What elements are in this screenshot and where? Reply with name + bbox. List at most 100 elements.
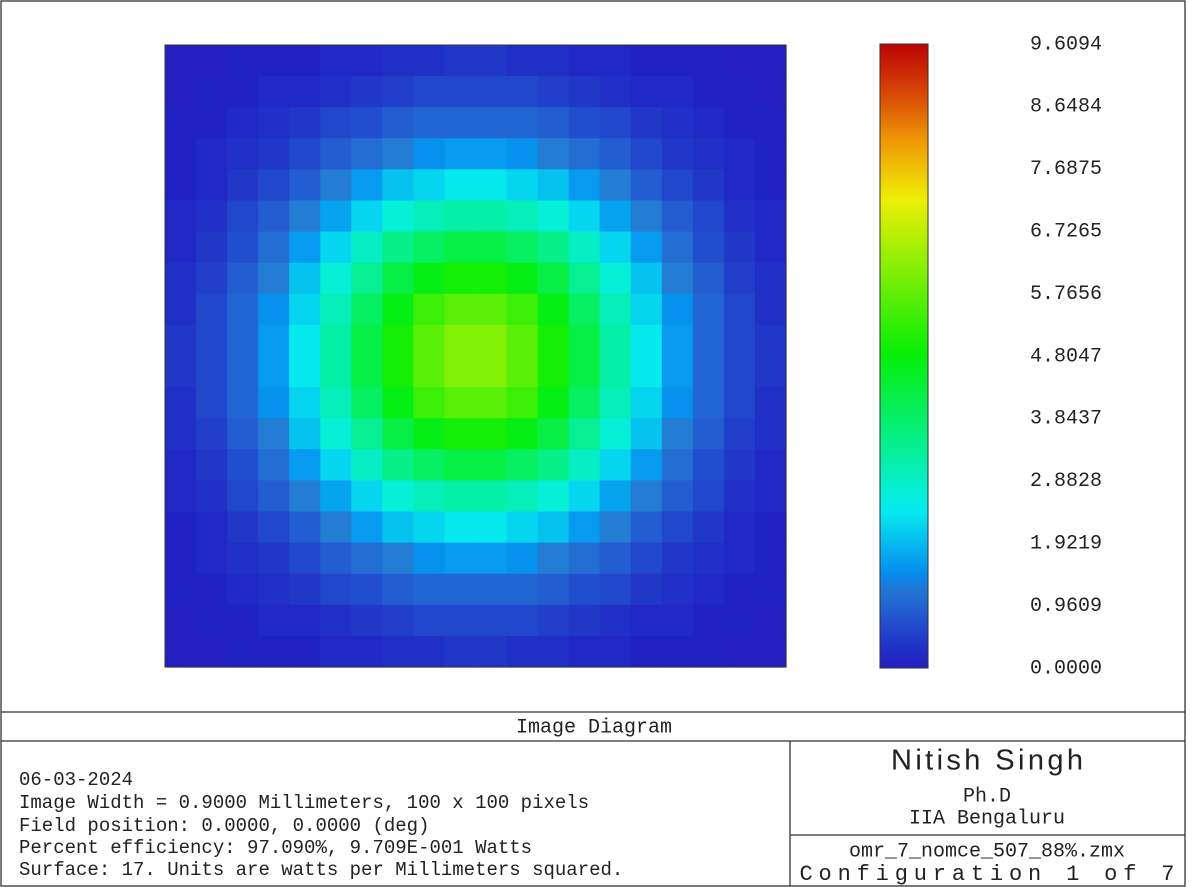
heat-cell [661, 511, 694, 544]
heat-cell [630, 76, 663, 108]
heat-cell [227, 231, 259, 264]
heat-cell [475, 45, 508, 77]
heat-cell [165, 387, 197, 419]
heat-cell [196, 76, 228, 108]
heat-cell [754, 262, 787, 295]
heat-cell [475, 387, 508, 419]
heat-cell [289, 542, 321, 575]
heat-cell [320, 387, 352, 419]
heat-cell [630, 138, 663, 170]
heat-cell [382, 387, 414, 419]
colorbar-tick-label: 7.6875 [1030, 158, 1102, 181]
heat-cell [754, 542, 787, 575]
heat-cell [630, 542, 663, 575]
heat-cell [568, 138, 601, 170]
heat-cell [723, 635, 756, 668]
heat-cell [444, 573, 477, 606]
heat-cell [165, 449, 197, 481]
institute: IIA Bengaluru [909, 807, 1065, 830]
heat-cell [320, 480, 352, 513]
heat-cell [568, 169, 601, 202]
author: Nitish Singh [891, 745, 1083, 777]
heat-cell [165, 262, 197, 295]
heat-cell [258, 107, 290, 139]
heat-cell [289, 356, 321, 388]
heat-cell [382, 200, 414, 233]
heat-cell [537, 604, 570, 637]
heat-cell [537, 356, 570, 388]
heat-cell [661, 418, 694, 450]
heat-cell [568, 511, 601, 544]
heat-cell [320, 107, 352, 139]
heat-cell [165, 76, 197, 108]
heat-cell [413, 418, 446, 450]
heat-cell [289, 480, 321, 513]
heat-cell [258, 511, 290, 544]
heat-cell [568, 262, 601, 295]
heat-cell [351, 324, 383, 357]
heat-cell [196, 356, 228, 388]
heat-cell [320, 262, 352, 295]
heat-cell [630, 511, 663, 544]
heat-cell [351, 511, 383, 544]
heat-cell [351, 45, 383, 77]
heat-cell [537, 449, 570, 481]
heat-cell [568, 356, 601, 388]
heat-cell [692, 324, 725, 357]
heat-cell [413, 449, 446, 481]
heat-cell [537, 45, 570, 77]
heat-cell [661, 635, 694, 668]
heat-cell [227, 356, 259, 388]
heat-cell [599, 169, 632, 202]
heat-cell [661, 604, 694, 637]
heat-cell [413, 604, 446, 637]
heat-cell [692, 387, 725, 419]
heat-cell [258, 449, 290, 481]
heat-cell [568, 45, 601, 77]
heat-cell [568, 542, 601, 575]
heat-cell [444, 542, 477, 575]
heat-cell [692, 76, 725, 108]
heat-cell [661, 76, 694, 108]
heat-cell [506, 107, 539, 139]
colorbar [879, 43, 929, 669]
heat-cell [475, 635, 508, 668]
heat-cell [599, 293, 632, 326]
heat-cell [506, 262, 539, 295]
heat-cell [568, 76, 601, 108]
colorbar-tick-label: 8.6484 [1030, 96, 1102, 119]
heat-cell [599, 231, 632, 264]
heat-cell [444, 293, 477, 326]
heat-cell [258, 200, 290, 233]
heat-cell [506, 387, 539, 419]
heat-cell [599, 324, 632, 357]
heat-cell [537, 418, 570, 450]
heat-cell [289, 169, 321, 202]
heat-cell [444, 138, 477, 170]
heat-cell [692, 573, 725, 606]
heat-cell [320, 231, 352, 264]
heat-cell [599, 480, 632, 513]
heat-cell [413, 293, 446, 326]
colorbar-tick-label: 5.7656 [1030, 283, 1102, 306]
heat-cell [475, 480, 508, 513]
file-name: omr_7_nomce_507_88%.zmx [849, 840, 1125, 863]
heat-cell [568, 200, 601, 233]
heat-cell [723, 107, 756, 139]
heat-cell [196, 293, 228, 326]
heat-cell [289, 324, 321, 357]
heat-cell [320, 573, 352, 606]
colorbar-tick-label: 4.8047 [1030, 345, 1102, 368]
colorbar-tick-label: 0.0000 [1030, 657, 1102, 680]
heat-cell [227, 387, 259, 419]
heat-cell [537, 138, 570, 170]
heat-cell [630, 231, 663, 264]
heat-cell [599, 573, 632, 606]
heat-cell [351, 573, 383, 606]
heat-cell [537, 169, 570, 202]
heat-cell [444, 169, 477, 202]
heat-cell [196, 635, 228, 668]
heat-cell [413, 324, 446, 357]
heat-cell [537, 76, 570, 108]
